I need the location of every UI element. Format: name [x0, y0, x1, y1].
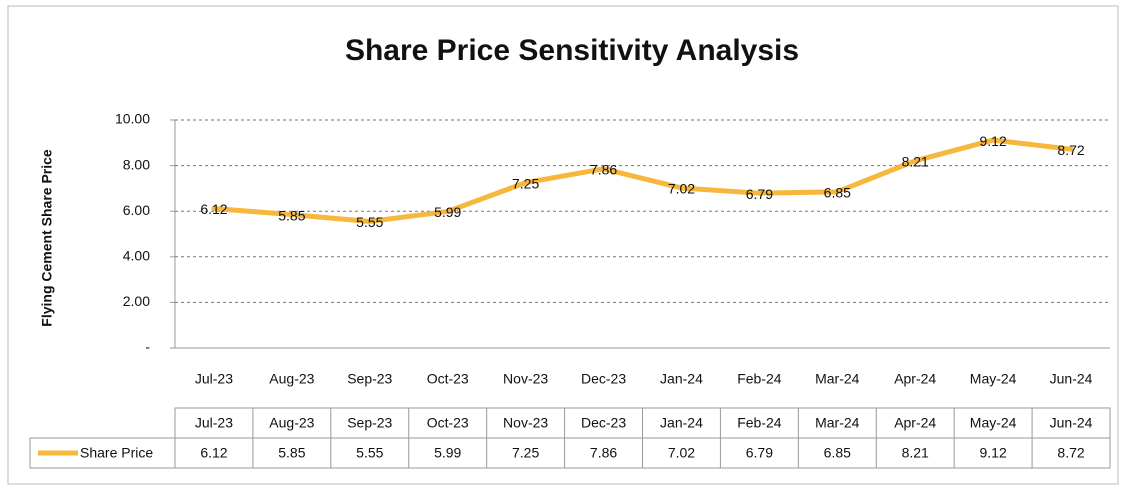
data-label: 7.86 — [590, 161, 617, 177]
table-header: Jan-24 — [660, 415, 703, 431]
table-header: Apr-24 — [894, 415, 936, 431]
x-tick-label: Sep-23 — [347, 371, 392, 387]
table-header: Jul-23 — [195, 415, 233, 431]
data-label: 5.99 — [434, 204, 461, 220]
x-tick-label: Dec-23 — [581, 371, 626, 387]
table-value: 9.12 — [980, 445, 1007, 461]
x-tick-label: Jan-24 — [660, 371, 703, 387]
x-tick-label: Mar-24 — [815, 371, 860, 387]
data-label: 8.21 — [902, 154, 929, 170]
table-value: 6.79 — [746, 445, 773, 461]
data-label: 8.72 — [1057, 142, 1084, 158]
x-tick-label: Apr-24 — [894, 371, 936, 387]
table-header: Nov-23 — [503, 415, 548, 431]
data-label: 6.79 — [746, 186, 773, 202]
data-label: 6.85 — [824, 185, 851, 201]
data-label: 6.12 — [200, 201, 227, 217]
table-header: Sep-23 — [347, 415, 392, 431]
table-header: Aug-23 — [269, 415, 314, 431]
table-value: 5.85 — [278, 445, 305, 461]
y-tick-label: 4.00 — [123, 248, 150, 264]
y-tick-label: 6.00 — [123, 202, 150, 218]
y-tick-label: 8.00 — [123, 156, 150, 172]
table-header: May-24 — [970, 415, 1017, 431]
chart-title: Share Price Sensitivity Analysis — [345, 34, 799, 67]
data-label: 7.02 — [668, 181, 695, 197]
y-axis-label: Flying Cement Share Price — [39, 149, 55, 327]
table-header: Feb-24 — [737, 415, 782, 431]
table-value: 7.86 — [590, 445, 617, 461]
table-header: Dec-23 — [581, 415, 626, 431]
table-value: 5.99 — [434, 445, 461, 461]
table-value: 8.72 — [1057, 445, 1084, 461]
table-value: 6.85 — [824, 445, 851, 461]
data-label: 9.12 — [980, 133, 1007, 149]
y-tick-label: 10.00 — [115, 111, 150, 127]
data-label: 5.85 — [278, 207, 305, 223]
legend-label: Share Price — [80, 445, 153, 461]
x-tick-label: Jun-24 — [1050, 371, 1093, 387]
y-tick-label: 2.00 — [123, 293, 150, 309]
x-tick-label: Oct-23 — [427, 371, 469, 387]
chart-frame — [7, 5, 1119, 485]
data-label: 5.55 — [356, 214, 383, 230]
table-value: 5.55 — [356, 445, 383, 461]
table-border — [29, 437, 1111, 469]
x-tick-label: Aug-23 — [269, 371, 314, 387]
x-tick-label: Jul-23 — [195, 371, 233, 387]
table-value: 6.12 — [200, 445, 227, 461]
series-line — [211, 137, 1074, 224]
table-header: Mar-24 — [815, 415, 860, 431]
x-tick-label: May-24 — [970, 371, 1017, 387]
x-tick-label: Feb-24 — [737, 371, 782, 387]
x-tick-label: Nov-23 — [503, 371, 548, 387]
table-value: 7.25 — [512, 445, 539, 461]
table-value: 7.02 — [668, 445, 695, 461]
table-header: Jun-24 — [1050, 415, 1093, 431]
y-tick-label: - — [145, 339, 150, 355]
data-label: 7.25 — [512, 175, 539, 191]
table-value: 8.21 — [902, 445, 929, 461]
table-header: Oct-23 — [427, 415, 469, 431]
